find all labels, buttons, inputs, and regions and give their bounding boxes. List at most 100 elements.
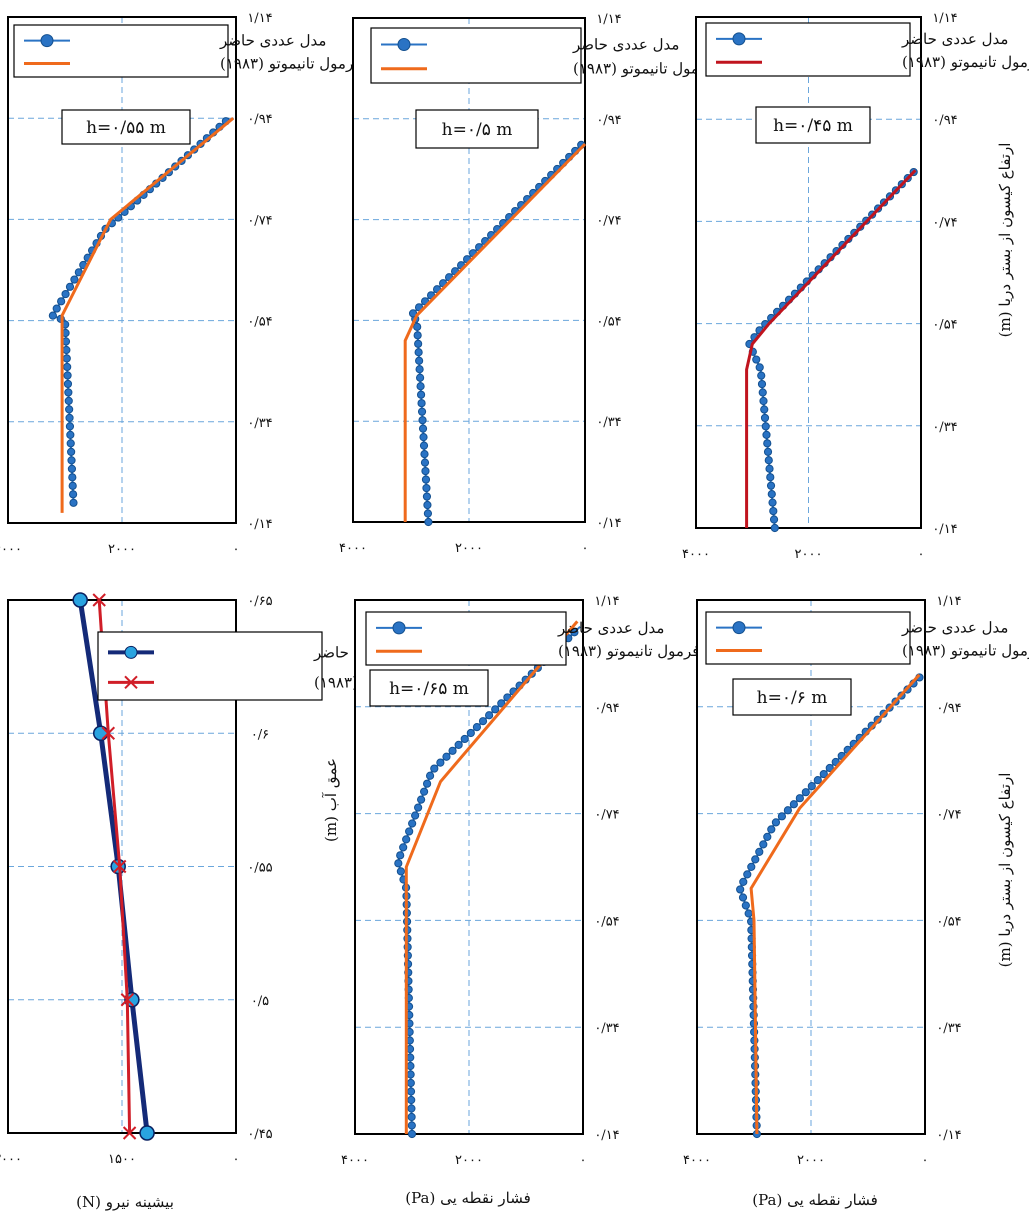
data-marker-numeric [52, 304, 61, 313]
data-marker-numeric [460, 734, 469, 744]
annotation-box [415, 109, 539, 149]
data-marker-numeric [418, 424, 428, 433]
y-tick-label: ۰/۷۴ [936, 808, 961, 823]
data-marker-numeric [421, 475, 431, 484]
data-marker-numeric [407, 1121, 416, 1130]
data-marker-numeric [66, 439, 75, 448]
y-axis-label-height: ارتفاع کیسون از بستر دریا (m) [996, 773, 1014, 968]
data-marker-numeric [70, 275, 79, 284]
legend-label-numeric: مدل عددی حاضر [219, 32, 326, 50]
data-marker-numeric [417, 795, 426, 804]
annotation-box [61, 109, 191, 145]
y-tick-label: ۰/۳۴ [936, 1021, 961, 1036]
x-tick-label: ۰ [580, 1153, 587, 1168]
data-marker-numeric [416, 390, 426, 399]
x-tick-label: ۲۰۰۰ [797, 1153, 825, 1168]
data-marker-numeric [67, 464, 77, 473]
legend-label-formula: فرمول تانیموتو (۱۹۸۳) [902, 641, 1029, 659]
data-marker-numeric [755, 363, 764, 372]
data-marker-numeric [66, 430, 75, 439]
data-marker-numeric [422, 483, 431, 493]
data-marker-numeric [65, 413, 74, 422]
data-marker-numeric [61, 289, 70, 299]
data-marker-numeric [416, 382, 425, 391]
data-marker-numeric [408, 819, 417, 828]
data-marker-numeric [68, 473, 77, 482]
data-marker-numeric [92, 725, 109, 741]
data-marker-numeric [757, 371, 766, 380]
plot-frame [354, 599, 584, 1135]
data-marker-numeric [739, 877, 748, 886]
annotation-label: h=۰/۶ m [757, 688, 828, 708]
y-tick-label: ۰/۹۴ [596, 113, 621, 128]
y-tick-label: ۰/۶ [251, 727, 269, 742]
data-marker-numeric [406, 1078, 415, 1088]
y-axis-label-depth: عمق آب (m) [322, 758, 340, 842]
data-marker-numeric [57, 297, 66, 306]
plot-frame [7, 16, 237, 524]
data-marker-numeric [801, 788, 810, 797]
data-marker-formula [92, 593, 106, 607]
data-marker-numeric [417, 399, 426, 408]
data-marker-numeric [413, 322, 422, 331]
legend-marker-numeric [40, 34, 54, 48]
data-marker-numeric [63, 379, 73, 389]
legend-box [705, 611, 911, 665]
y-tick-label: ۰/۵۴ [247, 315, 272, 330]
data-marker-numeric [422, 779, 432, 788]
data-marker-numeric [421, 466, 430, 476]
data-marker-numeric [763, 832, 772, 841]
data-marker-numeric [454, 740, 463, 749]
data-marker-numeric [402, 835, 411, 844]
data-marker-numeric [771, 818, 781, 827]
legend-label-formula: فرمول تانیموتو (۱۹۸۳) [220, 54, 361, 72]
data-marker-numeric [472, 722, 482, 732]
data-marker-numeric [67, 447, 76, 456]
legend-marker-numeric [124, 645, 138, 659]
data-marker-numeric [767, 825, 776, 834]
y-tick-label: ۰/۷۴ [932, 215, 957, 230]
y-axis-label-height: ارتفاع کیسون از بستر دریا (m) [996, 143, 1014, 338]
data-marker-numeric [48, 311, 57, 320]
chart-panel-h045: ۴۰۰۰ ۲۰۰۰ ۰ ۰/۱۴ ۰/۳۴ ۰/۵۴ ۰/۷۴ ۰/۹۴ ۱/۱۴ مدل عدد… [682, 11, 1029, 562]
x-tick-label: ۲۰۰۰ [455, 541, 483, 556]
y-tick-label: ۰/۵۵ [247, 861, 272, 876]
legend-marker-numeric [397, 38, 411, 51]
x-tick-label: ۰ [918, 547, 925, 562]
data-marker-numeric [783, 806, 792, 815]
data-marker-numeric [765, 464, 774, 473]
y-tick-label: ۰/۷۴ [594, 808, 619, 823]
x-tick-label: ۴۰۰۰ [341, 1153, 369, 1168]
annotation-box [732, 678, 852, 716]
data-marker-numeric [759, 396, 768, 406]
y-tick-label: ۱/۱۴ [596, 12, 621, 27]
y-tick-label: ۰/۹۴ [936, 701, 961, 716]
x-tick-label: ۲۰۰۰ [455, 1153, 483, 1168]
data-marker-numeric [414, 348, 423, 357]
data-marker-numeric [768, 498, 777, 507]
y-tick-label: ۰/۱۴ [932, 522, 957, 537]
data-marker-numeric [491, 705, 500, 714]
chart-panel-h05: ۴۰۰۰ ۲۰۰۰ ۰ ۰/۱۴ ۰/۳۴ ۰/۵۴ ۰/۷۴ ۰/۹۴ ۱/۱۴ مدل عدد… [339, 12, 714, 556]
data-marker-numeric [423, 509, 433, 518]
data-marker-numeric [139, 1125, 155, 1141]
x-tick-label: ۲۰۰۰ [108, 542, 136, 557]
data-marker-numeric [414, 339, 423, 348]
data-marker-numeric [415, 373, 425, 382]
x-axis-label-pressure: فشار نقطه یی (Pa) [405, 1189, 531, 1207]
data-marker-formula [101, 726, 116, 740]
data-marker-numeric [762, 430, 771, 439]
data-marker-numeric [763, 439, 772, 448]
data-marker-numeric [436, 758, 445, 767]
legend-box [370, 27, 582, 84]
data-marker-numeric [394, 859, 403, 868]
data-marker-numeric [411, 811, 420, 820]
x-tick-label: ۴۰۰۰ [0, 542, 22, 557]
data-marker-numeric [72, 592, 88, 608]
annotation-box [755, 106, 871, 144]
data-marker-numeric [420, 787, 429, 796]
data-marker-numeric [425, 771, 435, 780]
legend-box [97, 631, 323, 701]
data-marker-numeric [766, 473, 775, 482]
data-marker-numeric [767, 490, 776, 499]
